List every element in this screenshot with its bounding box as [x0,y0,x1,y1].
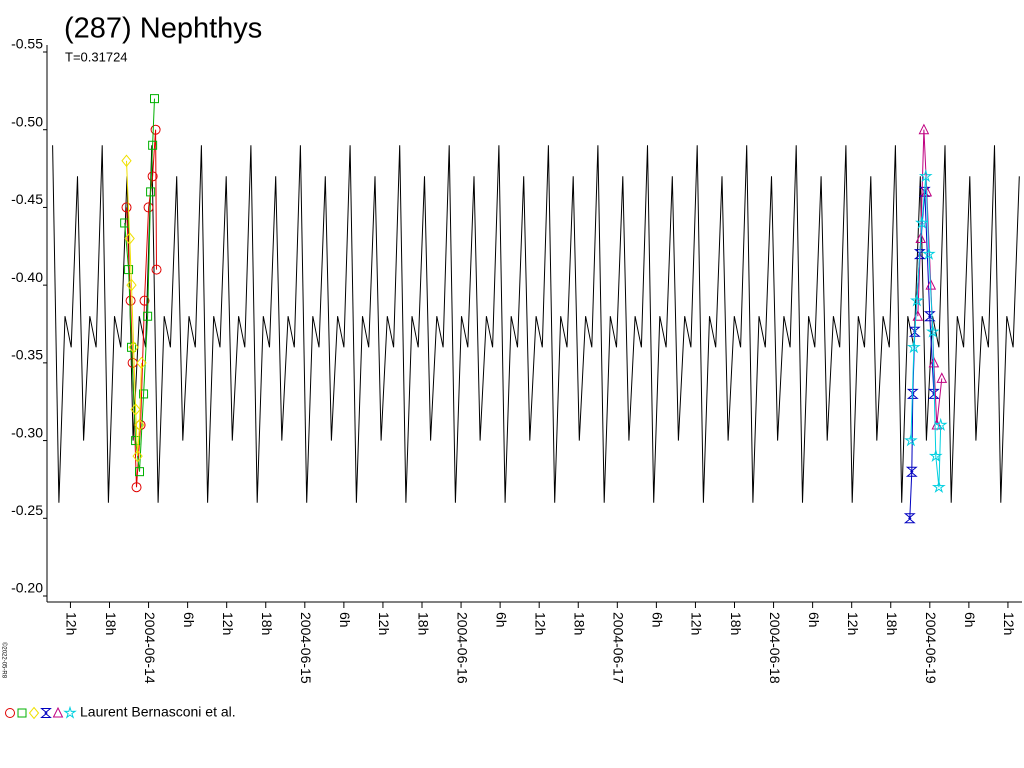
x-tick-label: 2004-06-18 [767,612,783,684]
x-tick-label: 2004-06-17 [611,612,627,684]
marker [923,311,936,322]
marker [918,169,933,183]
marker [139,389,149,399]
chart-title: (287) Nephthys [64,13,262,45]
marker [931,479,946,493]
marker [906,340,921,354]
legend-symbol [40,708,52,718]
x-tick-label: 6h [337,612,353,628]
marker [132,449,143,463]
marker [127,342,137,352]
marker [933,417,948,431]
marker [150,124,161,135]
marker [143,202,154,213]
x-tick-label: 12h [845,612,861,635]
marker [147,171,158,182]
y-tick-label: -0.40 [11,269,43,285]
x-tick-label: 18h [259,612,275,635]
marker [131,482,142,493]
x-tick-label: 2004-06-16 [454,612,470,684]
x-tick-label: 2004-06-14 [142,612,158,684]
marker [150,94,159,104]
y-tick-label: -0.30 [11,424,43,440]
x-tick-label: 6h [181,612,197,628]
marker [134,418,145,432]
marker [936,372,948,383]
marker [143,311,153,321]
series-line [126,129,157,488]
marker [139,295,150,306]
y-tick-label: -0.55 [11,36,43,52]
x-tick-label: 18h [572,612,588,635]
marker [148,140,158,150]
x-tick-label: 18h [415,612,431,635]
legend-symbol [63,705,77,719]
x-tick-label: 6h [962,612,978,628]
marker [121,154,132,168]
x-tick-label: 18h [884,612,900,635]
model-curve [52,145,1020,503]
marker [135,467,144,477]
x-tick-label: 12h [64,612,80,635]
legend-symbol [17,708,27,718]
marker [903,513,916,524]
legend-symbol [28,706,40,720]
credit: ©2022-05-R8 [0,642,7,679]
x-tick-label: 6h [806,612,822,628]
marker [905,466,918,477]
marker [906,388,919,399]
series-line [124,98,155,472]
legend-label: Laurent Bernasconi et al. [80,704,236,720]
marker [124,265,134,275]
x-tick-label: 12h [532,612,548,635]
marker [126,278,137,292]
marker [913,249,926,260]
x-tick-label: 2004-06-19 [923,612,939,684]
x-tick-label: 12h [1001,612,1017,635]
x-tick-label: 6h [493,612,509,628]
marker [130,403,141,416]
marker [922,246,936,260]
marker [904,433,918,447]
marker [151,264,162,275]
marker [918,123,930,135]
marker [124,232,135,245]
y-tick-label: -0.50 [11,113,43,129]
y-tick-label: -0.25 [11,502,43,518]
x-tick-label: 12h [689,612,705,635]
marker [121,202,132,213]
marker [908,326,921,337]
marker [926,324,940,338]
x-tick-label: 12h [376,612,392,635]
marker [146,187,156,197]
y-tick-label: -0.45 [11,191,43,207]
marker [915,215,929,229]
marker [128,341,139,354]
y-tick-label: -0.35 [11,347,43,363]
x-tick-label: 18h [103,612,119,635]
x-tick-label: 6h [650,612,666,628]
series-line [910,176,942,488]
x-tick-label: 2004-06-15 [298,612,314,684]
marker [131,436,141,446]
marker [136,356,147,370]
legend-symbol [5,708,15,718]
marker [928,448,943,463]
x-tick-label: 12h [220,612,236,635]
marker [125,295,136,306]
x-tick-label: 18h [728,612,744,635]
y-tick-label: -0.20 [11,580,43,596]
legend-symbol [52,706,64,718]
chart-subtitle: T=0.31724 [65,49,128,64]
marker [910,293,924,307]
